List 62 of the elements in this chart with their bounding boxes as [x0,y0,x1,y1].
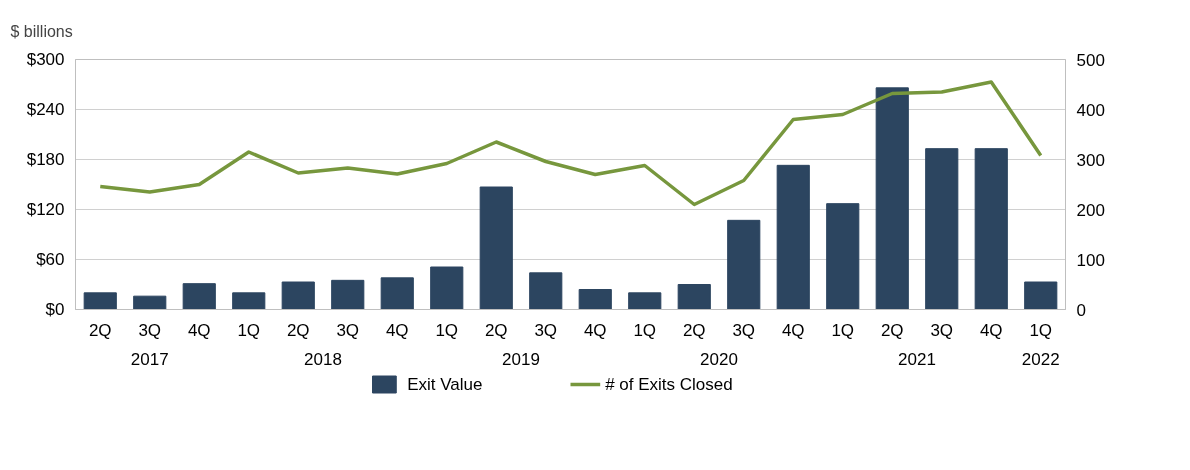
bar [331,279,365,310]
text: 2022 [1021,349,1060,369]
bar [380,277,414,310]
text: 2021 [898,349,936,369]
y2-tick-label: 0 [1076,300,1086,320]
bar [826,203,860,310]
y-tick-label: $300 [26,50,65,69]
y-axis-title: $ billions [10,22,73,40]
bar [974,148,1008,310]
x-tick-label: 1Q [435,320,459,340]
y-tick-label: $0 [45,300,65,319]
y2-tick-label: 500 [1076,50,1105,70]
line-series [98,80,1043,207]
text: 2018 [304,349,342,369]
text: 2020 [700,349,738,369]
x-tick-label: 4Q [781,320,805,340]
bar [925,148,959,310]
bar [133,295,167,310]
x-tick-label: 3Q [732,320,756,340]
x-tick-label: 2Q [880,320,904,340]
bar [479,186,513,310]
bar [578,289,612,310]
bar [875,87,909,310]
x-tick-label: 4Q [979,320,1003,340]
x-tick-label: 3Q [534,320,558,340]
x-tick-label: 4Q [385,320,409,340]
bar [232,292,266,310]
x-tick-label: 2Q [484,320,508,340]
y2-tick-label: 100 [1076,250,1105,270]
y-tick-label: $240 [26,100,65,119]
bar [677,284,711,310]
x-tick-label: 1Q [1029,320,1053,340]
bar [628,292,662,310]
x-tick-label: 3Q [336,320,360,340]
y2-tick-label: 300 [1076,150,1105,170]
x-tick-label: 1Q [633,320,657,340]
x-tick-label: 3Q [138,320,162,340]
bar [430,266,464,310]
x-tick-label: 2Q [88,320,112,340]
bar [83,292,117,310]
bar [776,164,810,310]
bar [529,272,563,310]
bar [182,283,216,310]
y2-tick-label: 400 [1076,100,1105,120]
legend-label: Exit Value [407,375,483,394]
legend-label: # of Exits Closed [605,375,733,394]
text: 2017 [130,349,169,369]
x-tick-label: 2Q [286,320,310,340]
bar [281,281,315,310]
y-tick-label: $60 [36,250,65,269]
y-tick-label: $180 [26,150,65,169]
x-tick-label: 2Q [682,320,706,340]
x-tick-label: 4Q [583,320,607,340]
x-tick-label: 1Q [237,320,261,340]
y-tick-label: $120 [26,200,65,219]
x-tick-label: 3Q [930,320,954,340]
bar [727,219,761,310]
x-tick-label: 4Q [187,320,211,340]
text: 2019 [502,349,540,369]
x-tick-label: 1Q [831,320,855,340]
bar [1024,281,1058,310]
y2-tick-label: 200 [1076,200,1105,220]
